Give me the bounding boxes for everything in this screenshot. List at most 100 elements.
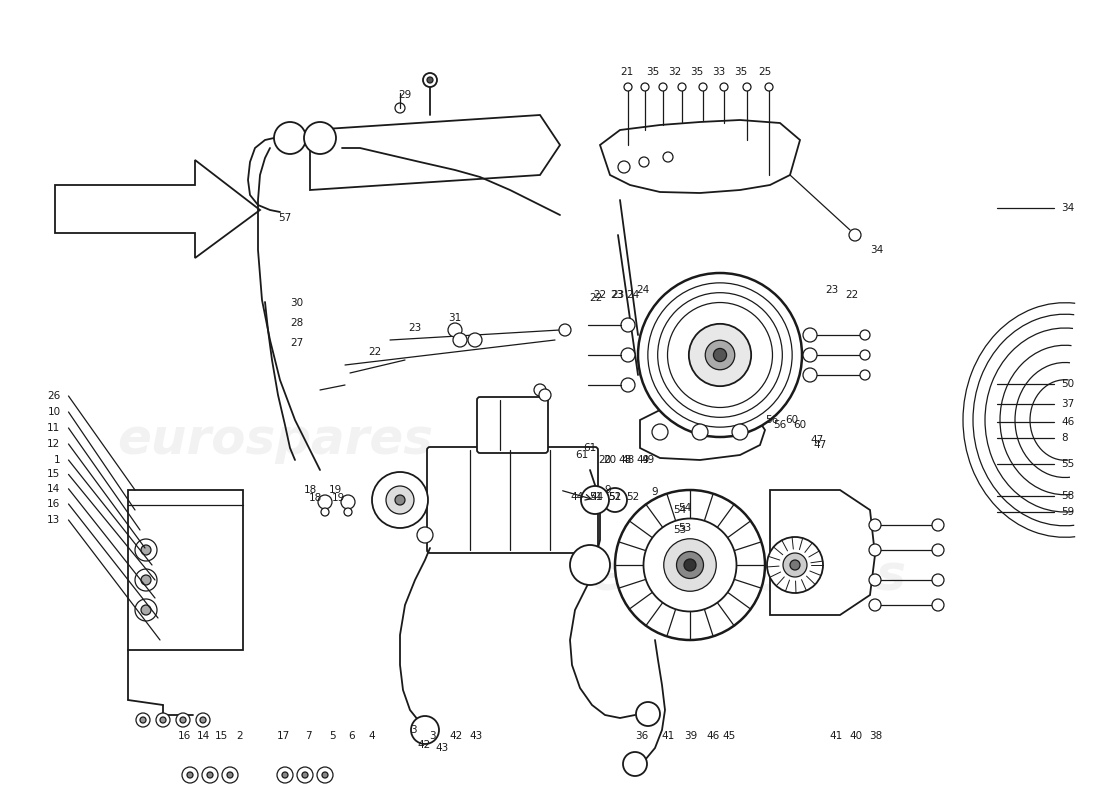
Circle shape [932,519,944,531]
Circle shape [742,83,751,91]
Circle shape [764,83,773,91]
Text: 22: 22 [593,290,606,300]
Circle shape [621,318,635,332]
Text: 56: 56 [773,420,786,430]
Text: 43: 43 [436,743,449,753]
Text: 24: 24 [637,285,650,295]
Polygon shape [310,115,560,190]
Circle shape [395,495,405,505]
Circle shape [638,273,802,437]
Circle shape [135,599,157,621]
Text: 47: 47 [811,435,824,445]
Text: 41: 41 [829,731,843,741]
Text: 9: 9 [651,487,658,497]
Text: 21: 21 [620,67,634,77]
Circle shape [322,772,328,778]
Text: 53: 53 [679,523,692,533]
Circle shape [869,599,881,611]
Text: 42: 42 [417,740,430,750]
Circle shape [790,560,800,570]
Text: 32: 32 [668,67,681,77]
Circle shape [932,599,944,611]
Circle shape [317,767,333,783]
Circle shape [468,333,482,347]
Circle shape [636,702,660,726]
Text: 11: 11 [47,423,60,433]
Circle shape [318,495,332,509]
Text: 38: 38 [869,731,882,741]
Text: 58: 58 [1062,491,1075,501]
Circle shape [140,717,146,723]
Circle shape [732,424,748,440]
Text: 25: 25 [758,67,771,77]
Text: 39: 39 [684,731,697,741]
Circle shape [676,551,704,578]
Text: 61: 61 [575,450,589,460]
Text: 12: 12 [47,439,60,449]
Circle shape [641,83,649,91]
Circle shape [803,328,817,342]
Text: 17: 17 [277,731,290,741]
Circle shape [849,229,861,241]
Circle shape [136,713,150,727]
Circle shape [372,472,428,528]
Text: 18: 18 [304,485,317,495]
Text: 46: 46 [1062,417,1075,426]
Circle shape [860,330,870,340]
Text: 14: 14 [197,731,210,741]
Circle shape [684,559,696,571]
Text: 47: 47 [813,440,826,450]
Circle shape [869,519,881,531]
Text: 49: 49 [641,455,654,465]
Text: 42: 42 [450,731,463,741]
Circle shape [869,544,881,556]
Circle shape [395,103,405,113]
Text: 40: 40 [849,731,862,741]
Circle shape [274,122,306,154]
Circle shape [639,157,649,167]
Text: 49: 49 [637,455,650,465]
Polygon shape [55,160,260,258]
Text: 2: 2 [236,731,243,741]
Circle shape [344,508,352,516]
Text: 46: 46 [706,731,719,741]
Circle shape [559,324,571,336]
Circle shape [705,340,735,370]
Text: eurospares: eurospares [117,416,433,464]
Text: 61: 61 [583,443,596,453]
Circle shape [652,424,668,440]
Text: 59: 59 [1062,507,1075,517]
Circle shape [417,527,433,543]
Text: 35: 35 [646,67,659,77]
Circle shape [720,83,728,91]
Text: 5: 5 [329,731,336,741]
Text: 7: 7 [305,731,311,741]
Circle shape [424,73,437,87]
Circle shape [196,713,210,727]
Circle shape [411,716,439,744]
Text: 8: 8 [1062,434,1068,443]
Circle shape [534,384,546,396]
Text: 28: 28 [290,318,304,328]
FancyBboxPatch shape [128,490,243,650]
Text: 34: 34 [870,245,883,255]
Circle shape [692,424,708,440]
Text: 3: 3 [409,725,416,735]
Polygon shape [640,405,764,460]
Circle shape [141,575,151,585]
Text: 22: 22 [368,347,382,357]
Circle shape [663,152,673,162]
Circle shape [297,767,313,783]
Text: 23: 23 [612,290,625,300]
Text: 23: 23 [610,290,624,300]
Text: 15: 15 [47,470,60,479]
Circle shape [623,752,647,776]
Circle shape [207,772,213,778]
Text: 6: 6 [349,731,355,741]
Circle shape [453,333,468,347]
Circle shape [222,767,238,783]
Text: 35: 35 [690,67,703,77]
Text: 43: 43 [470,731,483,741]
Circle shape [932,574,944,586]
Circle shape [621,378,635,392]
